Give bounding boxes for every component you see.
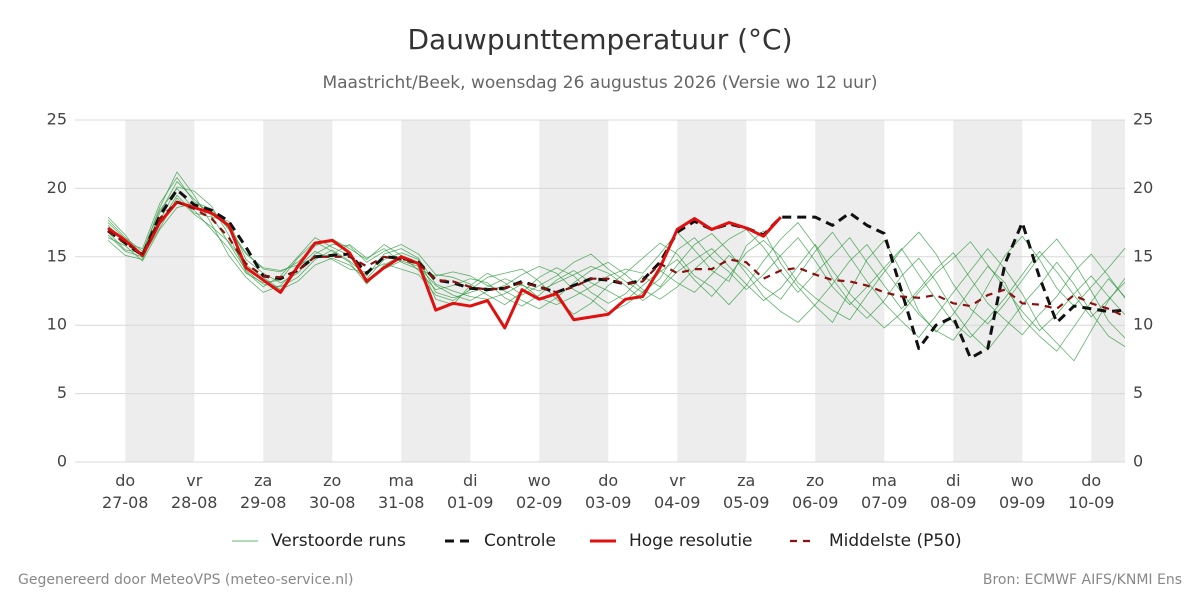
legend-label: Middelste (P50) [829, 531, 962, 551]
x-tick-label-line: 02-09 [516, 493, 563, 512]
y-tick-label: 20 [47, 178, 67, 197]
day-shade [125, 120, 195, 462]
x-tick-label: za 05-09 [723, 471, 770, 512]
y-tick-label: 10 [47, 315, 67, 334]
x-tick-label-line: wo [528, 471, 551, 490]
footer-right: Bron: ECMWF AIFS/KNMI Ens [983, 572, 1182, 588]
series-line [107, 200, 1125, 318]
x-tick-label-line: 10-09 [1068, 493, 1115, 512]
y-tick-label: 15 [47, 246, 67, 265]
y-tick-label-right: 0 [1133, 452, 1143, 471]
legend-label: Hoge resolutie [629, 531, 753, 551]
x-tick-label: do 03-09 [585, 471, 632, 512]
x-tick-label-line: do [115, 471, 135, 490]
plot [107, 171, 1125, 362]
x-tick-label-line: zo [806, 471, 824, 490]
x-tick-label-line: di [463, 471, 478, 490]
x-tick-label-line: do [598, 471, 618, 490]
x-tick-label-line: 01-09 [447, 493, 494, 512]
x-tick-label-line: vr [669, 471, 685, 490]
x-tick-label: vr 28-08 [171, 471, 218, 512]
x-tick-label: ma 07-09 [861, 471, 908, 512]
day-shade [539, 120, 609, 462]
x-tick-label-line: 28-08 [171, 493, 218, 512]
day-shade [401, 120, 471, 462]
x-tick-label-line: wo [1011, 471, 1034, 490]
x-tick-label: do 27-08 [102, 471, 149, 512]
x-tick-label-line: do [1081, 471, 1101, 490]
x-tick-label-line: 31-08 [378, 493, 425, 512]
y-tick-label-right: 20 [1133, 178, 1153, 197]
day-shade [677, 120, 747, 462]
x-tick-label-line: vr [186, 471, 202, 490]
y-tick-label-right: 25 [1133, 110, 1153, 129]
x-tick-label-line: 07-09 [861, 493, 908, 512]
y-tick-label: 5 [57, 383, 67, 402]
x-tick-label: zo 06-09 [792, 471, 839, 512]
chart-title: Dauwpunttemperatuur (°C) [407, 23, 792, 56]
x-tick-label-line: 30-08 [309, 493, 356, 512]
x-tick-label-line: 08-09 [930, 493, 977, 512]
legend-label: Verstoorde runs [271, 531, 406, 551]
x-tick-label: ma 31-08 [378, 471, 425, 512]
background [125, 120, 1125, 462]
x-tick-label-line: za [737, 471, 755, 490]
day-shade [263, 120, 333, 462]
x-tick-label-line: za [254, 471, 272, 490]
x-tick-label-line: zo [323, 471, 341, 490]
series-line [107, 200, 782, 330]
day-shade [953, 120, 1023, 462]
x-tick-label-line: 09-09 [999, 493, 1046, 512]
x-tick-label-line: 29-08 [240, 493, 287, 512]
x-tick-label-line: 05-09 [723, 493, 770, 512]
x-tick-label: zo 30-08 [309, 471, 356, 512]
ensemble-line [107, 194, 1125, 341]
x-tick-label-line: 04-09 [654, 493, 701, 512]
x-tick-label-line: di [946, 471, 961, 490]
x-tick-label-line: 27-08 [102, 493, 149, 512]
x-tick-label: za 29-08 [240, 471, 287, 512]
x-tick-label: do 10-09 [1068, 471, 1115, 512]
x-tick-label: wo 02-09 [516, 471, 563, 512]
legend-label: Controle [484, 531, 556, 551]
chart-subtitle: Maastricht/Beek, woensdag 26 augustus 20… [322, 73, 877, 93]
x-tick-label: vr 04-09 [654, 471, 701, 512]
x-tick-label-line: ma [872, 471, 897, 490]
y-tick-label: 25 [47, 110, 67, 129]
x-tick-label: wo 09-09 [999, 471, 1046, 512]
x-tick-label: di 08-09 [930, 471, 977, 512]
ensemble-line [107, 177, 1125, 336]
grid [75, 119, 1125, 463]
y-tick-label: 0 [57, 452, 67, 471]
x-tick-label: di 01-09 [447, 471, 494, 512]
ensemble-line [107, 197, 1125, 332]
footer-left: Gegenereerd door MeteoVPS (meteo-service… [18, 572, 353, 588]
x-tick-label-line: 03-09 [585, 493, 632, 512]
y-tick-label-right: 10 [1133, 315, 1153, 334]
y-tick-label-right: 5 [1133, 383, 1143, 402]
y-tick-label-right: 15 [1133, 246, 1153, 265]
x-tick-label-line: ma [389, 471, 414, 490]
x-tick-label-line: 06-09 [792, 493, 839, 512]
